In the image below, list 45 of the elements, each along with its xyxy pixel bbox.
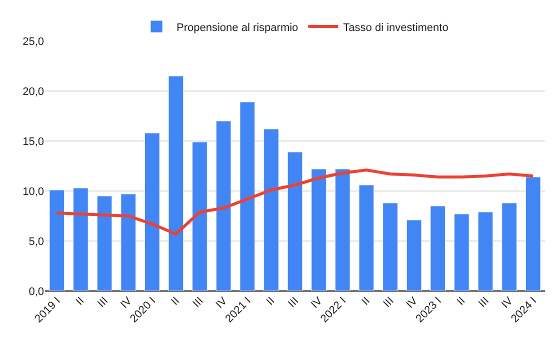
x-tick-label: II xyxy=(74,295,87,308)
bar xyxy=(430,206,446,291)
bar xyxy=(144,132,160,291)
bar xyxy=(406,220,422,291)
x-tick-label: IV xyxy=(214,294,230,311)
x-tick-label: III xyxy=(381,295,396,310)
bar xyxy=(382,202,398,291)
y-tick-label: 0,0 xyxy=(28,286,44,298)
bar xyxy=(120,194,136,291)
bar xyxy=(358,184,374,291)
bar xyxy=(96,196,112,291)
bar xyxy=(454,214,470,291)
x-tick-label: III xyxy=(96,295,111,310)
x-tick-label: II xyxy=(454,295,468,308)
y-tick-label: 5,0 xyxy=(28,236,44,248)
bar xyxy=(240,102,256,291)
y-tick-label: 20,0 xyxy=(22,86,44,98)
x-tick-label: II xyxy=(169,295,182,308)
x-tick-label: III xyxy=(190,295,206,310)
bar xyxy=(525,176,541,291)
bar xyxy=(311,168,326,291)
x-tick-label: IV xyxy=(308,294,326,311)
bar xyxy=(73,188,88,291)
bar xyxy=(478,212,494,291)
bar xyxy=(502,202,517,291)
bar xyxy=(287,152,303,291)
y-tick-label: 25,0 xyxy=(22,36,44,48)
x-tick-label: IV xyxy=(404,294,421,311)
y-tick-label: 15,0 xyxy=(22,136,44,148)
bar xyxy=(168,76,184,291)
line-series xyxy=(55,168,535,236)
x-tick-label: IV xyxy=(499,294,516,311)
x-tick-label: II xyxy=(360,295,372,308)
bar xyxy=(49,190,65,291)
y-tick-label: 10,0 xyxy=(22,186,44,198)
x-tick-label: III xyxy=(476,295,492,310)
legend-label: Tasso di investimento xyxy=(343,22,448,34)
bar xyxy=(216,120,232,291)
bar xyxy=(192,142,208,291)
bar xyxy=(334,168,350,291)
x-tick-label: IV xyxy=(118,294,135,311)
legend-label: Propensione al risparmio xyxy=(176,22,298,34)
x-tick-label: II xyxy=(264,295,278,308)
bar xyxy=(264,128,279,291)
x-tick-label: III xyxy=(286,295,302,310)
